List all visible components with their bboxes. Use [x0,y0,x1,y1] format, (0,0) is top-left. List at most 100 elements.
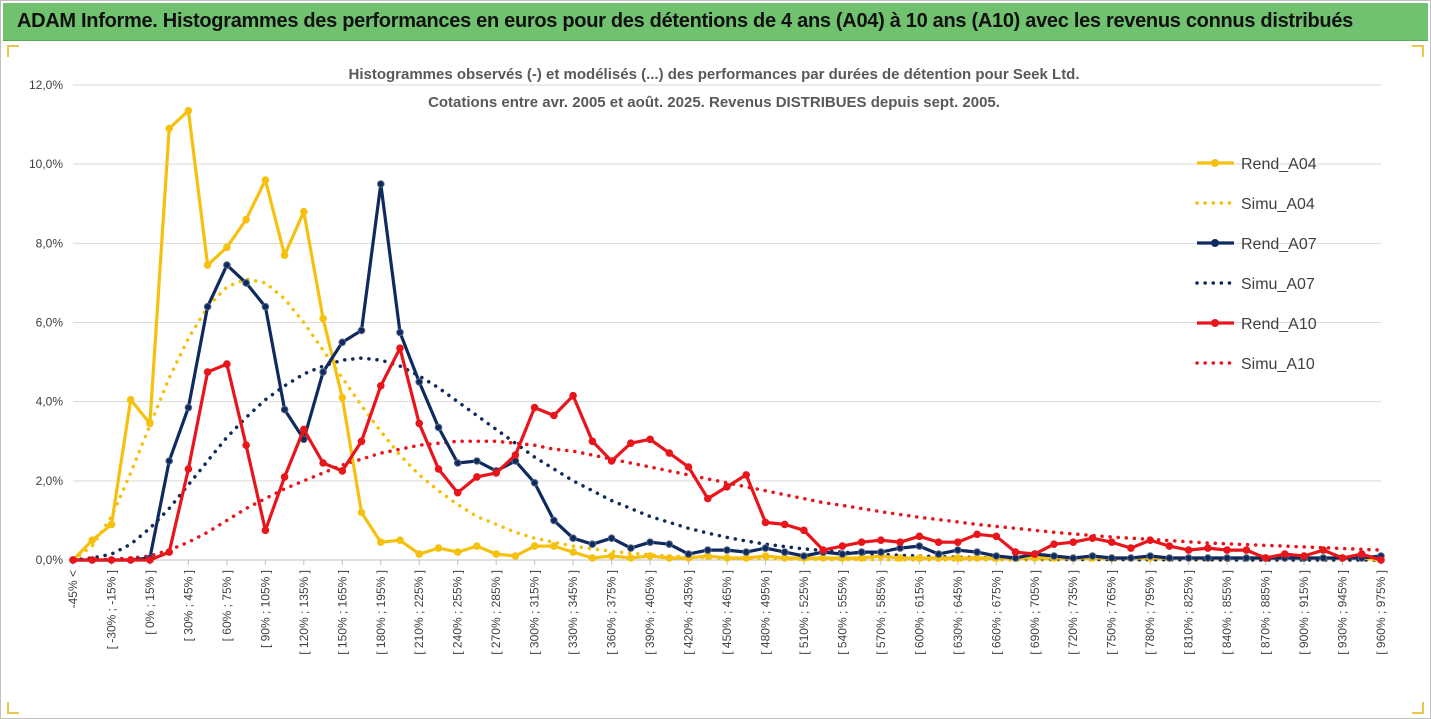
x-tick-label: [ 90% ; 105% ] [258,570,272,648]
data-point [126,395,135,404]
x-tick-label: [ 930% ; 945% ] [1336,570,1350,655]
data-point [261,302,270,311]
data-point [723,483,731,491]
x-tick-label: [ 960% ; 975% ] [1374,570,1388,655]
data-point [146,419,154,428]
data-point [184,106,193,115]
x-tick-label: [ 60% ; 75% ] [220,570,234,641]
x-tick-label: [ 120% ; 135% ] [297,570,311,655]
data-point [896,538,904,547]
data-point [665,449,674,457]
x-tick-label: [ 270% ; 285% ] [489,570,503,655]
data-point [357,437,366,446]
data-point [607,534,616,543]
x-tick-label: [ 600% ; 615% ] [912,570,926,655]
data-point [396,344,404,353]
data-point [1107,554,1116,562]
x-tick-label: [ 480% ; 495% ] [758,570,772,655]
data-point [1011,548,1020,556]
data-point [223,243,231,252]
data-point [704,494,712,503]
data-point [492,469,501,477]
y-tick-label: 0,0% [36,553,64,567]
decor-corner-tr [1412,45,1424,57]
data-point [1127,544,1135,552]
data-point [1165,542,1174,550]
data-point [1088,534,1097,543]
data-point [261,176,270,184]
data-point [530,479,539,487]
x-tick-label: [ 330% ; 345% ] [566,570,580,655]
data-point [780,520,789,529]
y-tick-label: 2,0% [36,474,64,488]
data-point [1069,554,1077,562]
data-point [415,550,424,558]
data-point [338,338,347,347]
data-point [473,457,481,465]
x-tick-label: [ 30% ; 45% ] [181,570,195,641]
data-point [223,360,231,368]
data-point [1165,554,1174,562]
data-point [300,207,308,216]
data-point [473,473,481,481]
data-point [242,215,250,224]
data-point [300,425,308,434]
data-point [1107,538,1116,547]
data-point [607,457,616,465]
data-point [761,552,770,560]
data-point [319,368,327,376]
data-point [184,465,193,473]
y-tick-label: 10,0% [29,157,63,171]
data-point [1242,554,1251,562]
data-point [1127,554,1135,562]
data-point [915,542,924,550]
data-point [761,518,770,527]
data-point [665,554,674,562]
x-tick-label: [ 750% ; 765% ] [1105,570,1119,655]
data-point [126,556,135,564]
data-point [511,552,520,560]
x-tick-label: [ 630% ; 645% ] [951,570,965,655]
data-point [377,382,385,390]
data-point [261,526,270,535]
data-point [915,554,924,562]
data-point [530,542,539,550]
y-tick-label: 6,0% [36,316,64,330]
data-point [1358,550,1366,558]
data-point [492,550,501,558]
x-tick-label: [ 420% ; 435% ] [682,570,696,655]
data-point [588,554,597,562]
series-Rend_A07 [69,180,1385,564]
data-point [1069,538,1077,547]
data-point [1031,550,1039,558]
data-point [165,548,173,556]
data-point [473,542,481,550]
x-tick-label: [ 720% ; 735% ] [1066,570,1080,655]
data-point [530,403,539,412]
y-tick-label: 12,0% [29,78,63,92]
data-point [1204,544,1212,552]
data-point [607,552,616,560]
data-point [357,508,366,517]
data-point [569,391,577,400]
data-point [627,544,635,552]
data-point [646,538,654,547]
x-tick-label: [ 780% ; 795% ] [1143,570,1157,655]
data-point [1184,546,1193,554]
series-line [73,182,1382,562]
data-point [954,554,962,562]
series-Rend_A04 [69,106,1385,564]
data-point [915,532,924,541]
data-point [550,542,558,550]
data-point [877,536,885,545]
data-point [377,180,385,188]
data-point [203,302,212,311]
legend-label: Simu_A04 [1241,196,1315,213]
data-point [1146,552,1154,560]
data-point [357,326,366,335]
data-point [203,368,212,376]
data-point [877,548,885,556]
data-point [723,546,731,554]
legend-label: Simu_A10 [1241,356,1315,373]
data-point [396,536,404,545]
